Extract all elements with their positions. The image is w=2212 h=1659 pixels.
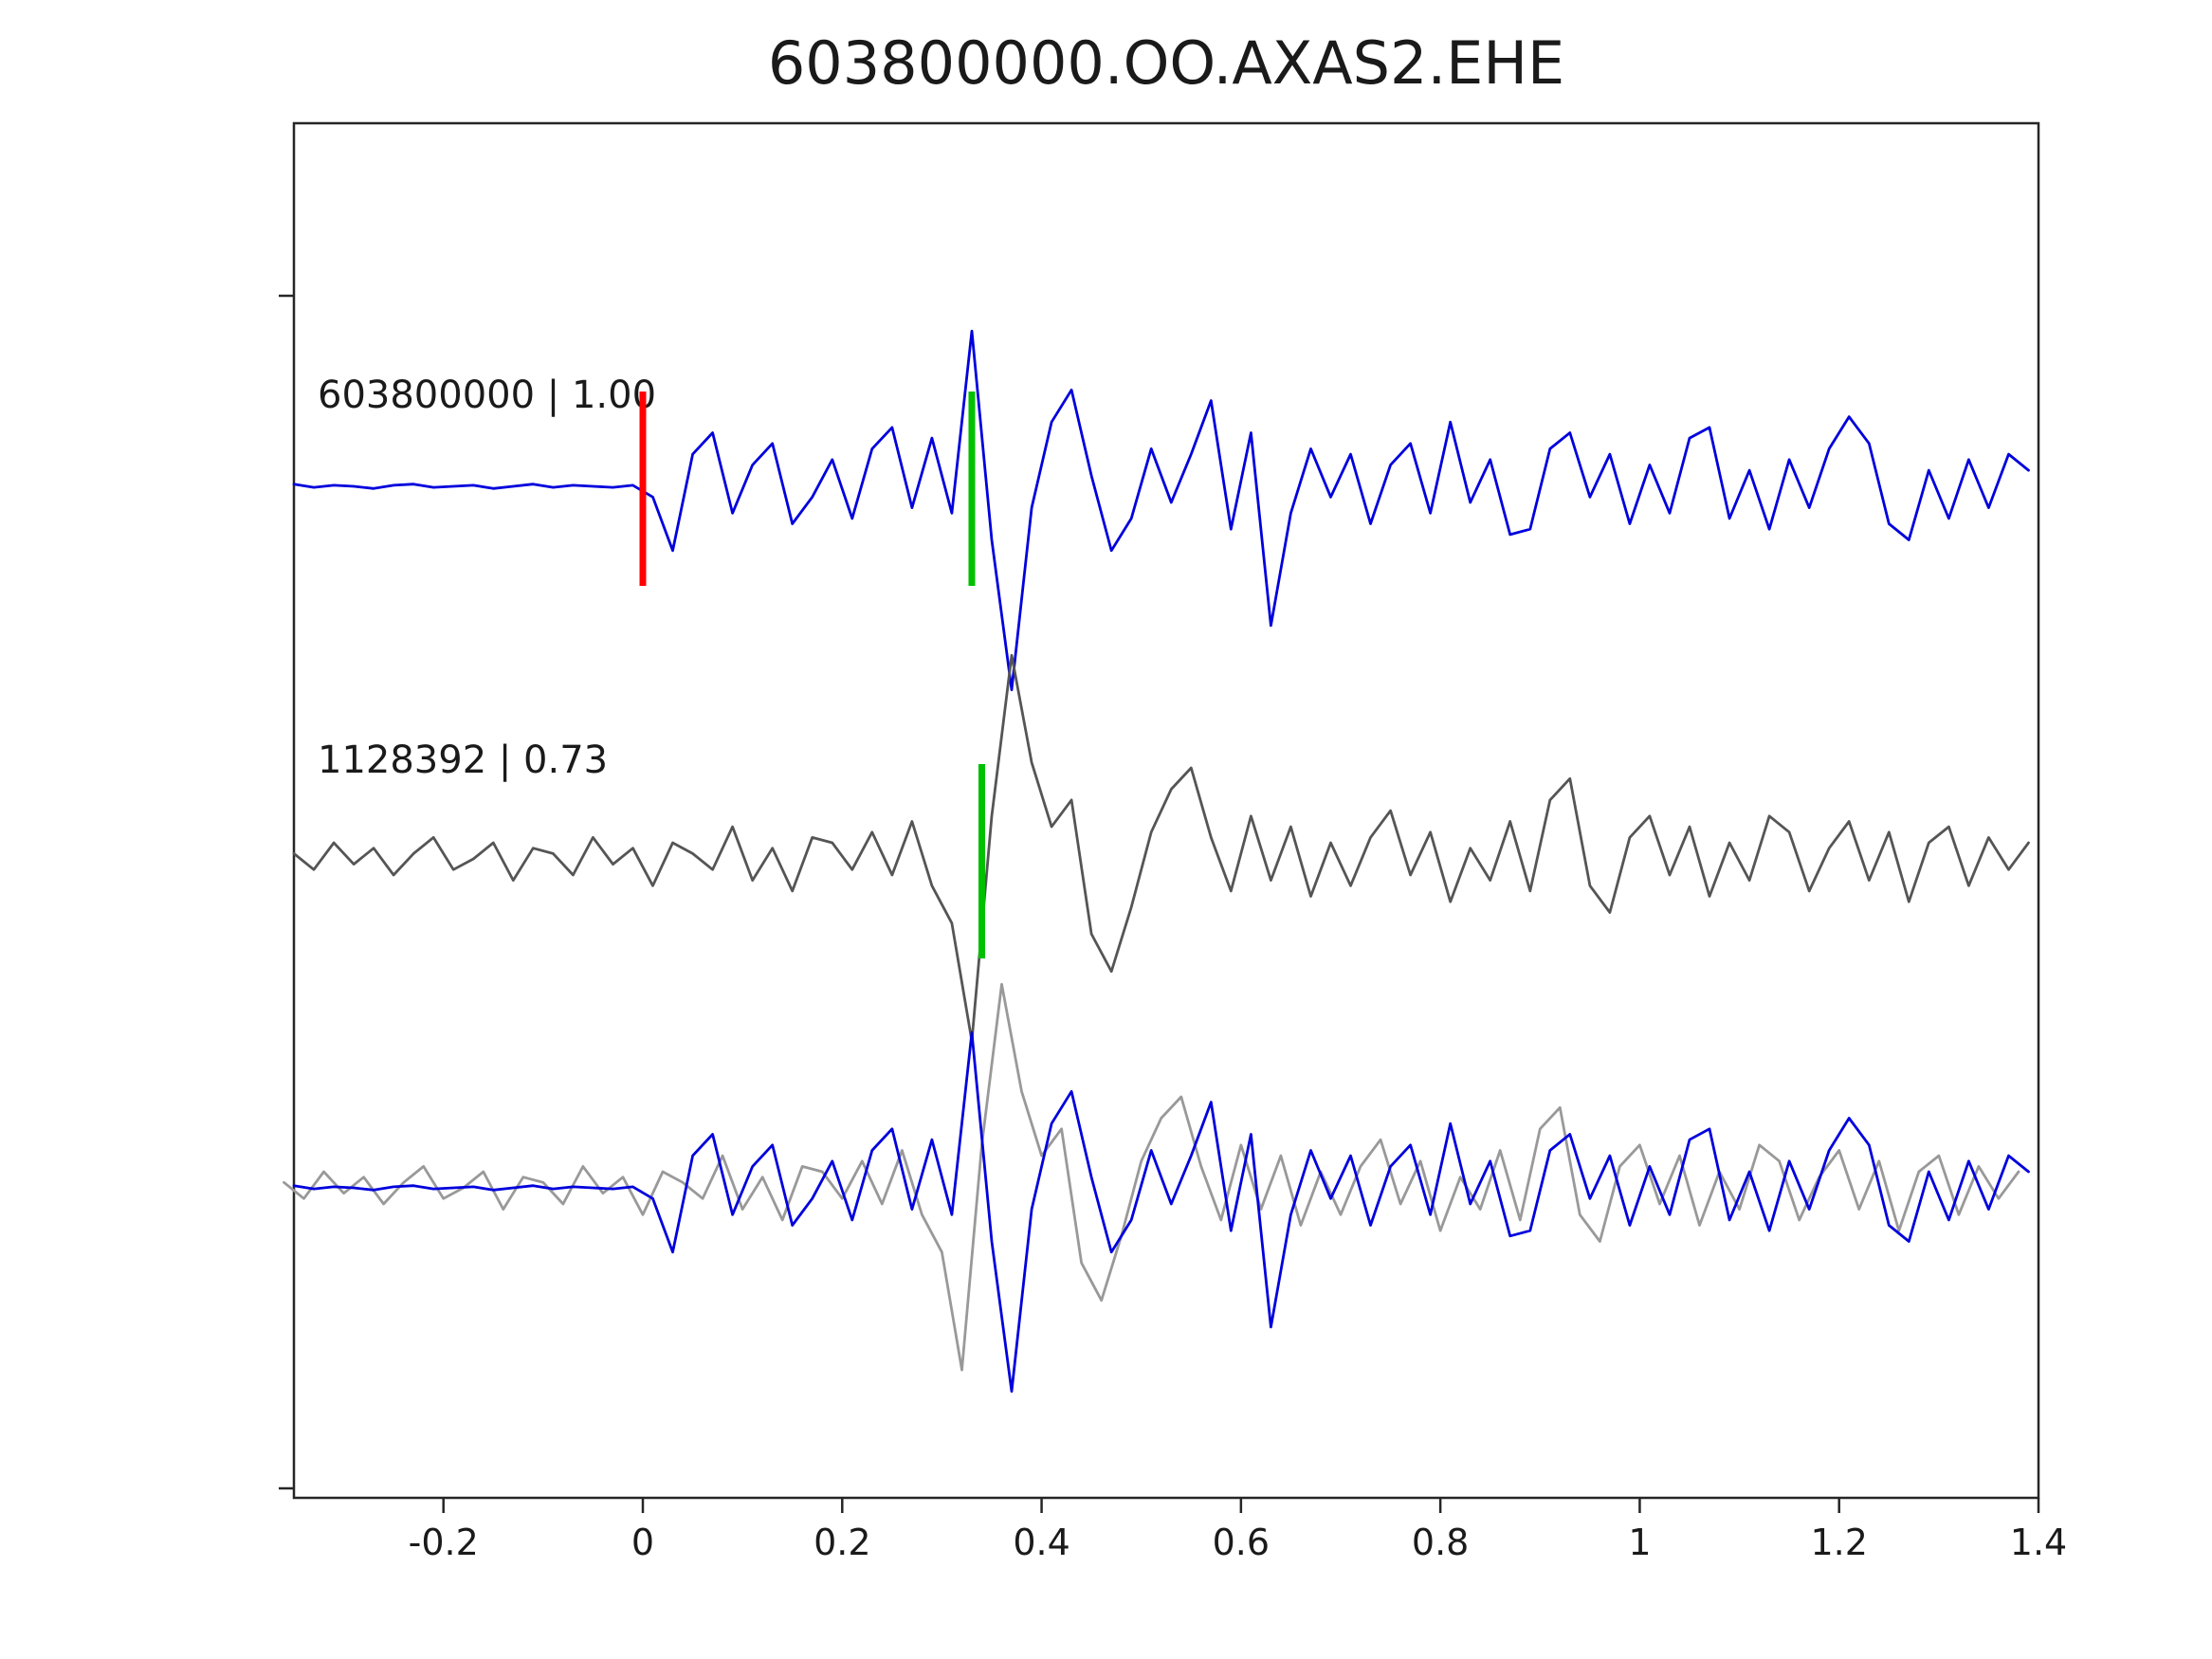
overlay-template-waveform — [292, 1030, 2030, 1394]
x-axis-tick-label: 0.4 — [1013, 1522, 1069, 1563]
waveforms — [283, 329, 2030, 1394]
x-axis-tick-label: 0.2 — [814, 1522, 870, 1563]
x-axis-tick-label: 0.6 — [1213, 1522, 1270, 1563]
x-axis-tick-label: -0.2 — [409, 1522, 479, 1563]
pick-markers — [639, 392, 985, 958]
x-axis-tick-labels: -0.2 0 0.2 0.4 0.6 0.8 1 1.2 1.4 — [409, 1522, 2068, 1563]
x-axis-tick-label: 1 — [1628, 1522, 1651, 1563]
x-axis-tick-label: 1.4 — [2010, 1522, 2067, 1563]
template-waveform — [292, 329, 2030, 692]
overlay-detection-waveform — [283, 982, 2020, 1372]
x-axis-ticks — [442, 1498, 2040, 1513]
detection-waveform — [292, 653, 2030, 1043]
y-axis-ticks — [279, 294, 294, 1490]
x-axis-tick-label: 0.8 — [1412, 1522, 1469, 1563]
template-trace-label: 603800000 | 1.00 — [318, 374, 656, 417]
x-axis-tick-label: 1.2 — [1810, 1522, 1867, 1563]
chart-title: 603800000.OO.AXAS2.EHE — [768, 28, 1564, 98]
plot-area — [292, 121, 2040, 1500]
x-axis-tick-label: 0 — [631, 1522, 654, 1563]
detection-trace-label: 1128392 | 0.73 — [318, 738, 608, 782]
